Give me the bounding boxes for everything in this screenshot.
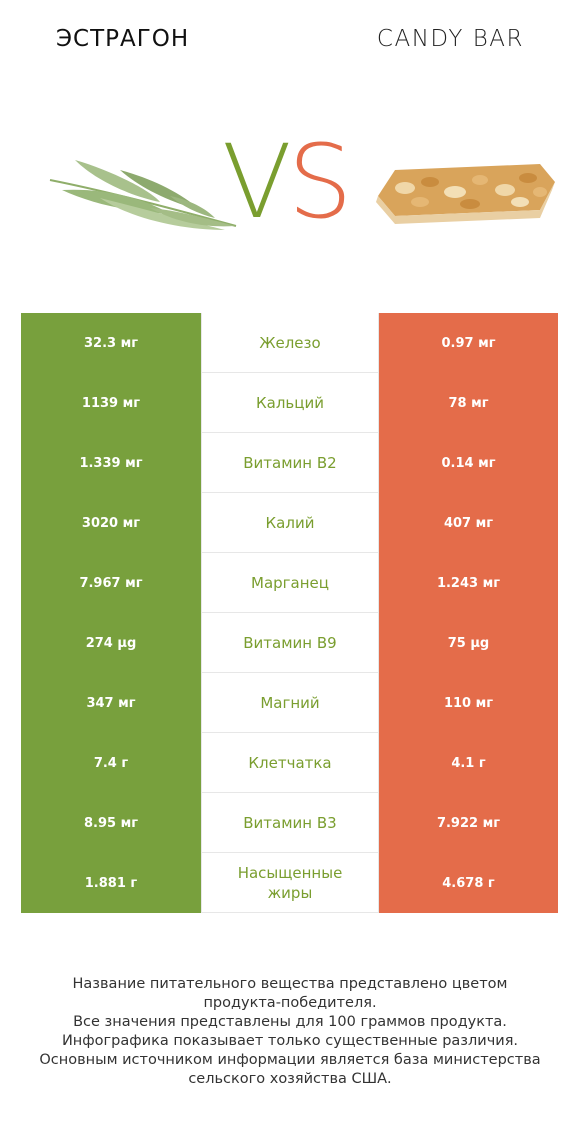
right-value: 407 мг (379, 493, 558, 553)
footer-line: сельского хозяйства США. (188, 1071, 392, 1087)
table-row: 1.339 мг Витамин B2 0.14 мг (21, 433, 558, 493)
right-value: 0.14 мг (379, 433, 558, 493)
footer-line: Основным источником информации является … (39, 1052, 541, 1068)
nutrient-name: Клетчатка (201, 733, 379, 793)
right-value: 7.922 мг (379, 793, 558, 853)
candy-bar-image (376, 164, 555, 224)
right-value: 78 мг (379, 373, 558, 433)
vs-s: S (287, 123, 353, 242)
table-row: 274 µg Витамин B9 75 µg (21, 613, 558, 673)
left-value: 1139 мг (21, 373, 201, 433)
table-row: 7.4 г Клетчатка 4.1 г (21, 733, 558, 793)
nutrient-name: Марганец (201, 553, 379, 613)
comparison-table: 32.3 мг Железо 0.97 мг 1139 мг Кальций 7… (21, 313, 558, 914)
table-row: 1.881 г Насыщенные жиры 4.678 г (21, 853, 558, 913)
nutrient-name: Калий (201, 493, 379, 553)
footer-line: Название питательного вещества представл… (72, 976, 508, 992)
nutrient-name: Витамин B2 (201, 433, 379, 493)
nutrient-name: Витамин B9 (201, 613, 379, 673)
left-value: 274 µg (21, 613, 201, 673)
right-value: 110 мг (379, 673, 558, 733)
table-row: 1139 мг Кальций 78 мг (21, 373, 558, 433)
right-value: 1.243 мг (379, 553, 558, 613)
right-value: 75 µg (379, 613, 558, 673)
table-row: 7.967 мг Марганец 1.243 мг (21, 553, 558, 613)
hero-illustration (49, 160, 555, 230)
table-row: 8.95 мг Витамин B3 7.922 мг (21, 793, 558, 853)
footer-line: Инфографика показывает только существенн… (61, 1033, 519, 1049)
left-value: 347 мг (21, 673, 201, 733)
left-value: 1.339 мг (21, 433, 201, 493)
right-value: 0.97 мг (379, 313, 558, 373)
nutrient-name: Магний (201, 673, 379, 733)
vs-v: V (222, 123, 292, 242)
table-row: 32.3 мг Железо 0.97 мг (21, 313, 558, 373)
nutrient-name: Витамин B3 (201, 793, 379, 853)
vs-label: VS (222, 132, 353, 234)
right-value: 4.1 г (379, 733, 558, 793)
footer-line: продукта-победителя. (203, 995, 377, 1011)
left-value: 32.3 мг (21, 313, 201, 373)
nutrient-name: Кальций (201, 373, 379, 433)
right-product-title: CANDY BAR (376, 26, 524, 52)
right-value: 4.678 г (379, 853, 558, 913)
tarragon-image (49, 160, 237, 230)
table-row: 3020 мг Калий 407 мг (21, 493, 558, 553)
left-value: 7.967 мг (21, 553, 201, 613)
footer-line: Все значения представлены для 100 граммо… (73, 1014, 507, 1030)
footer-note: Название питательного вещества представл… (20, 975, 560, 1089)
left-value: 1.881 г (21, 853, 201, 913)
nutrient-name: Железо (201, 313, 379, 373)
left-value: 3020 мг (21, 493, 201, 553)
nutrient-name: Насыщенные жиры (201, 853, 379, 913)
left-value: 7.4 г (21, 733, 201, 793)
table-row: 347 мг Магний 110 мг (21, 673, 558, 733)
left-value: 8.95 мг (21, 793, 201, 853)
left-product-title: ЭСТРАГОН (56, 26, 190, 52)
